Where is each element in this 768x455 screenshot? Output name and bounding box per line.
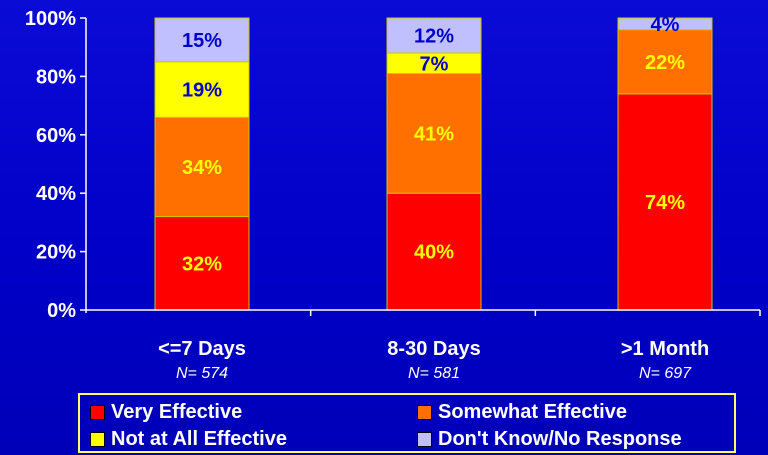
data-label: 12% [414, 26, 454, 48]
legend-label: Very Effective [111, 400, 243, 423]
legend-swatch-not-at-all-effective [90, 431, 105, 447]
data-label: 40% [414, 242, 454, 264]
legend-label: Don't Know/No Response [438, 427, 682, 450]
sample-size-label: N= 581 [408, 365, 460, 382]
legend-label: Somewhat Effective [438, 400, 627, 423]
bar-segment [154, 17, 250, 63]
x-tick-label: >1 Month [621, 338, 709, 360]
legend-swatch-very-effective [90, 404, 105, 420]
y-tick-label: 60% [36, 125, 76, 147]
y-tick-label: 20% [36, 242, 76, 264]
bar-segment [617, 93, 713, 311]
x-tick-label: <=7 Days [158, 338, 246, 360]
data-label: 15% [182, 30, 222, 52]
legend-item-dont-know: Don't Know/No Response [417, 426, 682, 452]
legend-item-somewhat-effective: Somewhat Effective [417, 399, 627, 425]
sample-size-label: N= 697 [639, 365, 692, 382]
data-label: 34% [182, 157, 222, 179]
legend-swatch-dont-know [417, 431, 432, 447]
data-label: 22% [645, 52, 685, 74]
legend: Very Effective Somewhat Effective Not at… [78, 393, 736, 453]
legend-item-very-effective: Very Effective [90, 399, 242, 425]
data-label: 19% [182, 80, 222, 102]
legend-swatch-somewhat-effective [417, 404, 432, 420]
bar-segment [154, 116, 250, 218]
sample-size-label: N= 574 [176, 365, 228, 382]
data-label: 7% [420, 53, 449, 75]
bar-segment [386, 17, 482, 54]
y-tick-label: 100% [25, 8, 76, 30]
y-tick-label: 40% [36, 183, 76, 205]
data-label: 32% [182, 253, 222, 275]
data-label: 41% [414, 123, 454, 145]
y-tick-label: 0% [47, 300, 76, 322]
bar-segment [386, 192, 482, 311]
bar-segment [617, 29, 713, 95]
data-label: 74% [645, 192, 685, 214]
x-tick-label: 8-30 Days [387, 338, 480, 360]
data-label: 4% [651, 14, 680, 36]
legend-item-not-at-all-effective: Not at All Effective [90, 426, 287, 452]
bar-segment [154, 216, 250, 311]
bar-segment [386, 72, 482, 194]
legend-label: Not at All Effective [111, 427, 287, 450]
bar-segment [617, 17, 713, 31]
y-tick-label: 80% [36, 66, 76, 88]
